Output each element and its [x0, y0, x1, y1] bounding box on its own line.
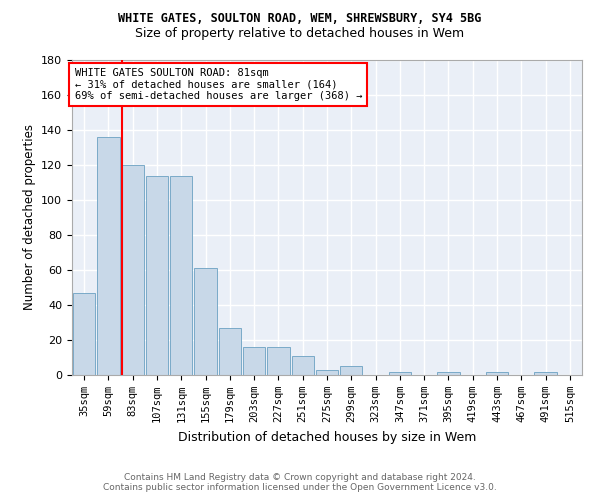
Text: WHITE GATES SOULTON ROAD: 81sqm
← 31% of detached houses are smaller (164)
69% o: WHITE GATES SOULTON ROAD: 81sqm ← 31% of…: [74, 68, 362, 101]
Bar: [535, 372, 557, 375]
Bar: [218, 328, 241, 375]
Text: Contains HM Land Registry data © Crown copyright and database right 2024.
Contai: Contains HM Land Registry data © Crown c…: [103, 473, 497, 492]
Bar: [389, 372, 411, 375]
Bar: [316, 370, 338, 375]
Bar: [267, 347, 290, 375]
Text: WHITE GATES, SOULTON ROAD, WEM, SHREWSBURY, SY4 5BG: WHITE GATES, SOULTON ROAD, WEM, SHREWSBU…: [118, 12, 482, 26]
Text: Size of property relative to detached houses in Wem: Size of property relative to detached ho…: [136, 28, 464, 40]
Bar: [146, 176, 168, 375]
X-axis label: Distribution of detached houses by size in Wem: Distribution of detached houses by size …: [178, 430, 476, 444]
Bar: [486, 372, 508, 375]
Bar: [437, 372, 460, 375]
Bar: [292, 356, 314, 375]
Bar: [194, 268, 217, 375]
Bar: [170, 176, 193, 375]
Bar: [243, 347, 265, 375]
Y-axis label: Number of detached properties: Number of detached properties: [23, 124, 35, 310]
Bar: [340, 366, 362, 375]
Bar: [97, 137, 119, 375]
Bar: [73, 292, 95, 375]
Bar: [122, 165, 144, 375]
